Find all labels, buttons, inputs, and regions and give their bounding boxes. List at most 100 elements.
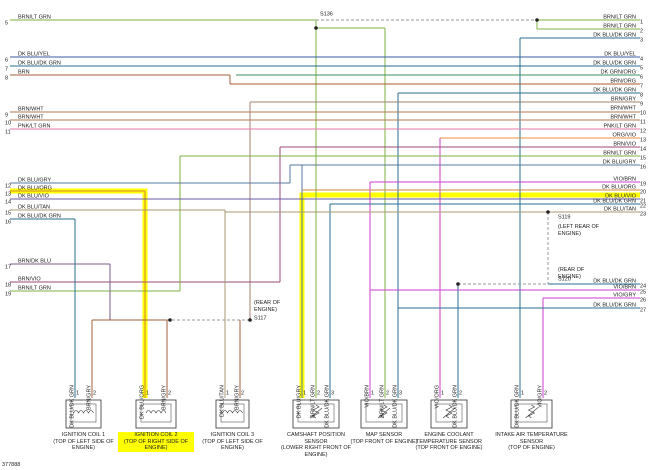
splice-dot [314,26,318,30]
left-wire-label: BRN/DK BLU [18,258,51,264]
pin-wire-label: BRN/GRY [86,385,92,410]
coil-symbol [73,410,94,414]
component-label: CAMSHAFT POSITION SENSOR (LOWER RIGHT FRO… [278,432,354,458]
pin-wire-label: BRN/LT GRN [310,385,316,418]
right-wire-label: BRN/WHT [610,105,636,111]
component-location: (TOP OF RIGHT SIDE OF ENGINE) [123,438,189,452]
splice-id: S120 [558,276,571,282]
left-wire-number: 14 [5,199,11,205]
right-wire-label: DK BLU/DK GRN [593,32,636,38]
right-wire-number: 25 [640,289,646,295]
resistor-symbol [525,404,538,419]
component-text: CAMSHAFT POSITION SENSOR (LOWER RIGHT FRO… [278,432,354,458]
right-wire-label: BRN/VIO [613,141,636,147]
right-wire-label: BRN/LT GRN [603,150,636,156]
component-label: IGNITION COIL 1 (TOP OF LEFT SIDE OF ENGI… [46,432,122,452]
component-location: (TOP OF LEFT SIDE OF ENGINE) [202,438,263,452]
right-wire-number: 26 [640,297,646,303]
pin-wire-label: BRN/GRY [234,385,240,410]
right-wire-label: DK BLU/GRY [603,159,637,165]
splice-id: S119 [558,214,570,220]
component-inner [140,403,172,423]
component-label: IGNITION COIL 2 (TOP OF RIGHT SIDE OF ENG… [118,432,194,452]
right-wire-number: 15 [640,155,646,161]
pin-wire-label: VIO/GRY [537,385,543,408]
right-wire-number: 23 [640,211,646,217]
component-name: IGNITION COIL 3 [210,432,255,438]
splice-id: S117 [254,315,266,321]
component-box [430,399,468,429]
wires [10,19,640,398]
pin-number: 2 [241,390,244,396]
pin-wire-label: DK BLU/GRY [296,385,302,419]
right-wire-number: 2 [640,28,643,34]
pin-number: 3 [399,390,402,396]
right-wire-label: PNK/LT GRN [604,123,637,129]
pin-number: 2 [317,390,320,396]
right-wire-label: DK BLU/YEL [604,51,636,57]
pin-wire-label: VIO/ORG [434,385,440,409]
right-wire-number: 16 [640,164,646,170]
left-wire-label: DK BLU/GRY [18,177,52,183]
pin-number: 1 [226,390,229,396]
pin-number: 2 [93,390,96,396]
pin-number: 3 [331,390,334,396]
component-box [215,399,250,429]
right-wire-label: BRN/GRY [611,96,636,102]
right-wire-label: BRN/LT GRN [603,14,636,20]
right-wire-number: 3 [640,37,643,43]
right-wire-number: 27 [640,307,646,313]
component-inner [220,403,245,423]
right-wire-label: DK BLU/ORG [602,184,636,190]
splice-dot [546,210,550,214]
right-wire-label: DK BLU/DK GRN [593,278,636,284]
left-wire-label: BRN/WHT [18,114,44,120]
right-wire-label: VIO/GRY [613,292,636,298]
splice-id: S136 [320,11,333,17]
left-wire-label: BRN/LT GRN [18,285,51,291]
resistor-symbol [442,404,456,419]
pin-number: 1 [146,390,149,396]
pin-wire-label: VIO/BRN [364,385,370,408]
component-label: ENGINE COOLANT TEMPERATURE SENSOR (TOP FR… [411,432,487,452]
component-box [135,399,177,429]
component-text: INTAKE AIR TEMPERATURE SENSOR (TOP OF ENG… [494,432,570,452]
left-wire-label: BRN/VIO [18,276,41,282]
right-wire-label: DK BLU/DK GRN [593,198,636,204]
right-wire-number: 4 [640,56,643,62]
component-inner [435,403,463,423]
pin-number: 1 [441,390,444,396]
pin-wire-label: DK BLU/DK GRN [452,385,458,428]
component-name: IGNITION COIL 2 [134,432,178,438]
right-wire-number: 1 [640,19,643,25]
component-name: CAMSHAFT POSITION SENSOR [287,432,345,445]
component-inner [70,403,97,423]
pin-number: 1 [521,390,524,396]
right-wire-number: 11 [640,119,646,125]
component-inner [515,403,548,423]
highlight [10,188,640,398]
right-wire-label: DK BLU/DK GRN [593,302,636,308]
figure-id: 377888 [2,462,21,468]
component-text: IGNITION COIL 2 (TOP OF RIGHT SIDE OF ENG… [118,432,194,452]
component-location: (TOP OF ENGINE) [508,445,555,451]
pin-number: 2 [168,390,171,396]
pin-number: 1 [76,390,79,396]
pin-wire-label: DK BLU/DK GRN [514,385,520,428]
component-box [510,399,553,429]
pin-wire-label: DK BLU/DK GRN [392,385,398,428]
resistor-symbol [377,404,391,419]
splice-dot [535,18,539,22]
left-wire-label: DK BLU/ORG [18,185,52,191]
component-text: ENGINE COOLANT TEMPERATURE SENSOR (TOP FR… [411,432,487,452]
left-wire-number: 6 [5,57,8,63]
right-wire-label: VIO/BRN [613,284,636,290]
left-wire-number: 7 [5,66,8,72]
component-location: (LOWER RIGHT FRONT OF ENGINE) [280,445,352,458]
component-text: MAP SENSOR (TOP FRONT OF ENGINE) [351,432,418,445]
right-wire-number: 14 [640,146,646,152]
right-wire-label: BRN/LT GRN [603,23,636,29]
component-box [360,399,408,429]
